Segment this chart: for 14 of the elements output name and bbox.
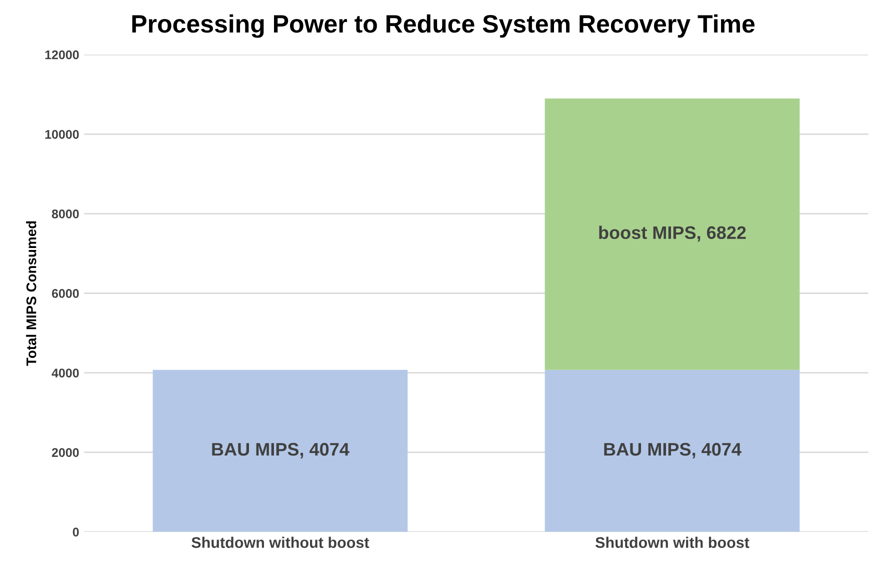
y-tick-label: 12000 bbox=[45, 50, 79, 60]
data-label: boost MIPS, 6822 bbox=[599, 226, 746, 242]
y-tick-label: 10000 bbox=[45, 130, 79, 139]
data-label: BAU MIPS, 4074 bbox=[212, 442, 350, 458]
y-tick-label: 4000 bbox=[52, 368, 79, 378]
x-tick-label: Shutdown without boost bbox=[192, 536, 370, 548]
chart-title: Processing Power to Reduce System Recovery Time bbox=[132, 14, 755, 38]
y-axis-title: Total MIPS Consumed bbox=[26, 221, 36, 366]
y-tick-label: 2000 bbox=[52, 448, 79, 457]
y-tick-label: 8000 bbox=[52, 210, 79, 218]
y-tick-label: 0 bbox=[72, 528, 79, 537]
y-tick-label: 6000 bbox=[52, 289, 79, 298]
data-label: BAU MIPS, 4074 bbox=[604, 442, 742, 458]
x-tick-label: Shutdown with boost bbox=[595, 536, 750, 548]
